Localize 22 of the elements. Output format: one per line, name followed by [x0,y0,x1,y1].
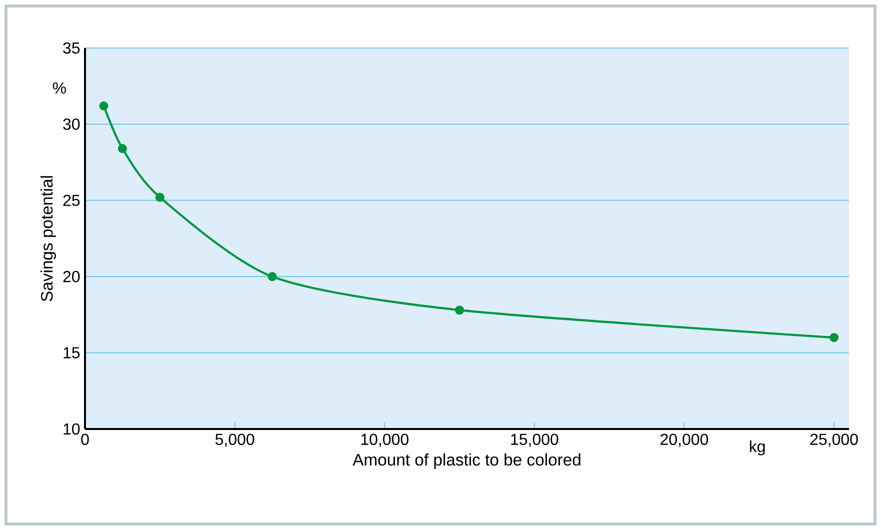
y-tick-label: 35 [63,42,80,54]
x-axis-title: Amount of plastic to be colored [352,453,580,469]
y-tick-label: 30 [63,118,80,130]
y-tick-label: 15 [64,347,80,358]
y-axis-title: Savings potential [40,176,56,302]
point [155,192,164,202]
point [118,144,127,154]
x-tick-label: 25,000 [810,434,858,447]
x-tick-label: 0 [81,434,89,446]
point [829,333,839,342]
x-tick-label: 5,000 [215,434,254,447]
x-tick-label: 15,000 [511,434,558,447]
point [268,272,277,282]
x-tick-label: 20,000 [660,434,708,447]
y-tick-label: 10 [64,423,80,435]
y-tick-label: 20 [63,270,80,282]
point [454,306,464,315]
point [99,101,108,110]
x-tick-label: 10,000 [361,434,408,447]
text: % [52,82,66,94]
y-tick-label: 25 [63,194,80,206]
text: kg [750,440,765,456]
